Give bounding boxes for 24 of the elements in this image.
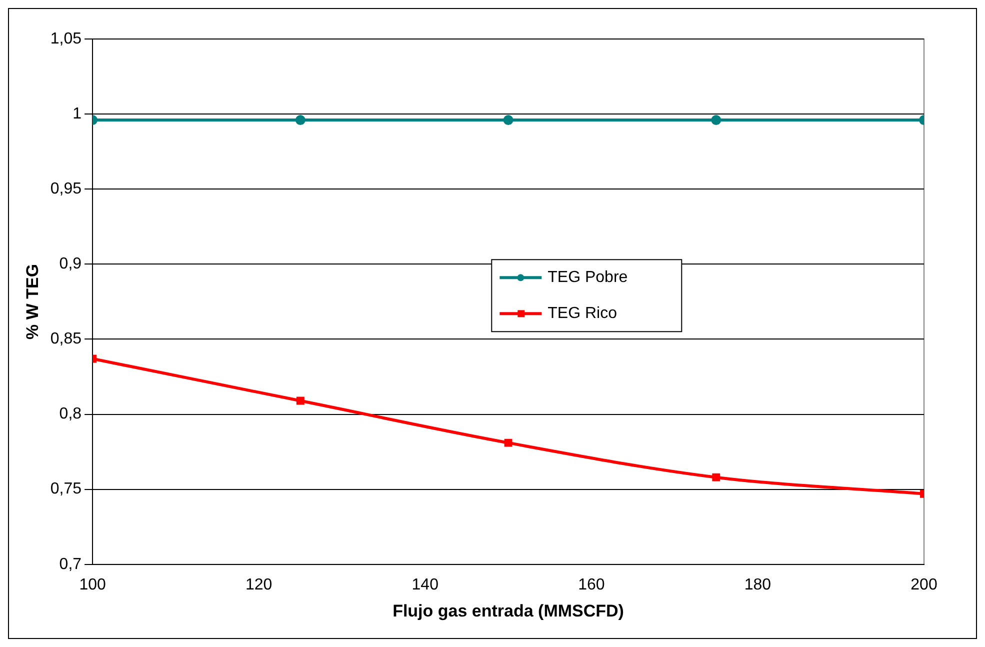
y-tick-label: 0,95	[50, 180, 82, 198]
point	[503, 115, 514, 126]
point	[296, 396, 304, 405]
y-tick-label: 0,9	[59, 256, 82, 273]
x-tick-label: 140	[412, 576, 439, 594]
y-tick-label: 0,85	[50, 330, 82, 348]
y-tick-label: 1	[72, 105, 82, 122]
y-tick-label: 0,8	[59, 406, 82, 423]
x-tick-label: 200	[910, 576, 938, 594]
legend-label: TEG Pobre	[548, 269, 628, 286]
point	[711, 115, 722, 126]
x-tick-label: 100	[79, 576, 106, 594]
y-tick-label: 0,7	[59, 556, 82, 573]
x-tick-label: 180	[744, 576, 772, 594]
y-tick-label: 0,75	[50, 480, 82, 498]
x-tick-label: 160	[578, 576, 605, 594]
x-axis-title: Flujo gas entrada (MMSCFD)	[392, 601, 624, 620]
y-axis-title: % W TEG	[22, 264, 42, 340]
point	[504, 438, 512, 447]
y-tick-label: 1,05	[50, 30, 82, 48]
legend-label: TEG Rico	[548, 305, 618, 322]
point	[712, 473, 720, 482]
point	[295, 115, 306, 126]
x-tick-label: 120	[245, 576, 272, 594]
